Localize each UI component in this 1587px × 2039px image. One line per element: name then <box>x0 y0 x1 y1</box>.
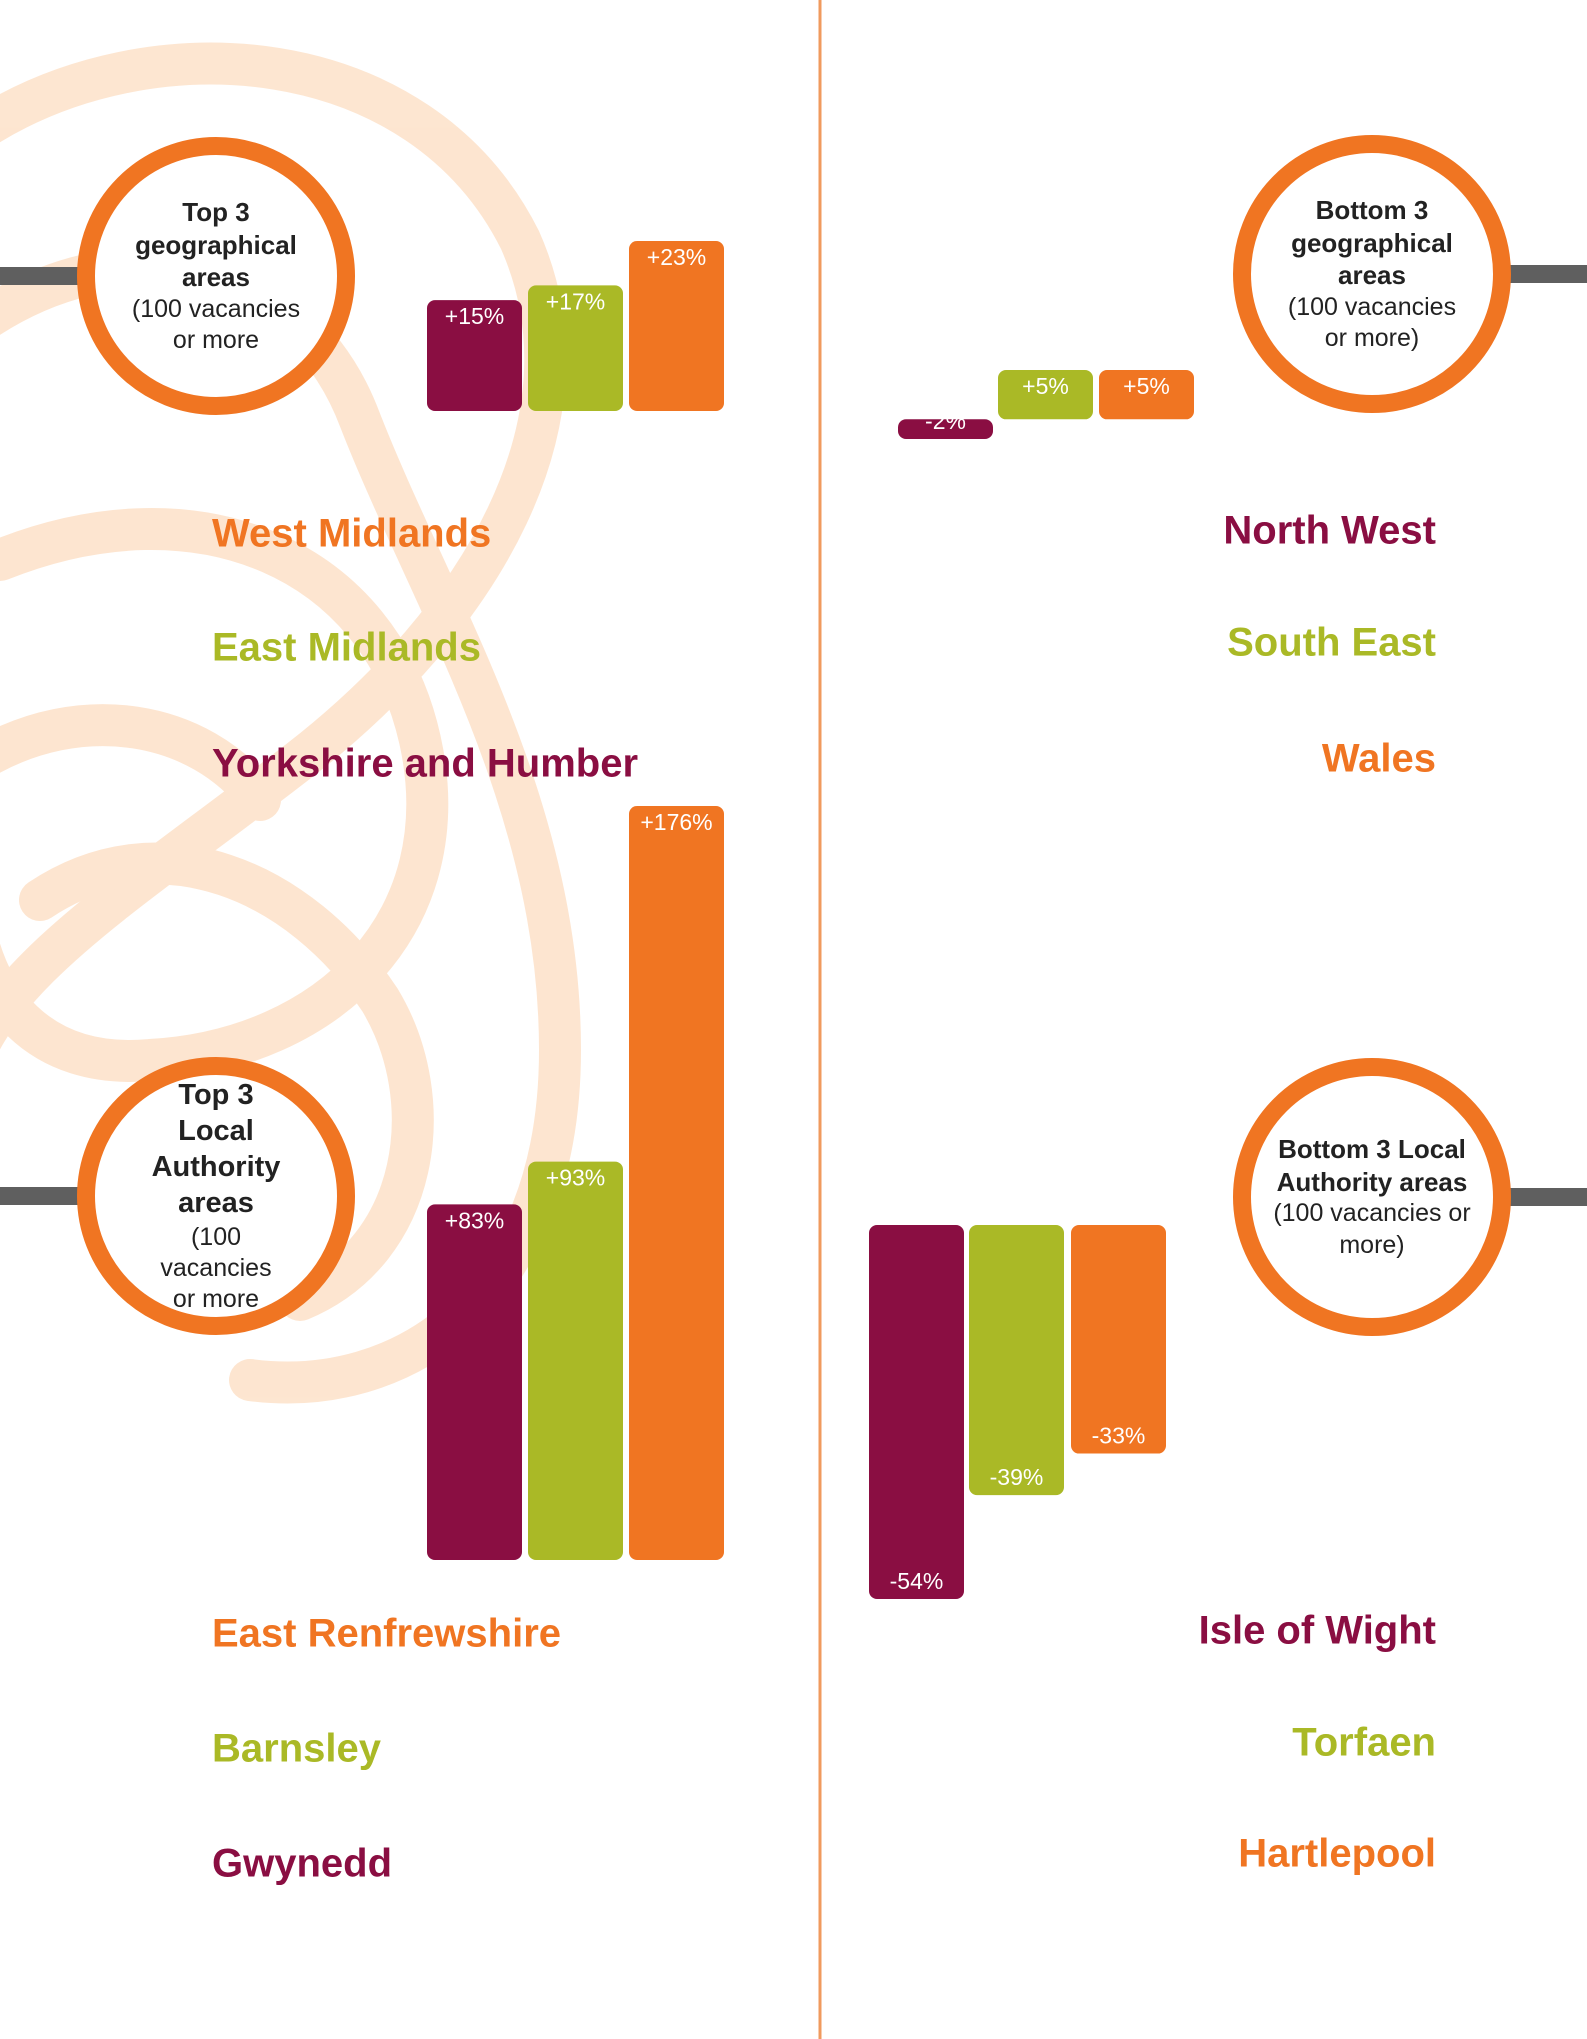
badge-text: Bottom 3 Local Authority areas(100 vacan… <box>1257 1067 1487 1327</box>
infographic: +23% West Midlands +17% East Midlands +15% Yo… <box>0 0 1587 2039</box>
value-label: -39% <box>990 1464 1044 1490</box>
bar <box>528 1162 623 1560</box>
bar <box>1071 1225 1166 1454</box>
bar <box>969 1225 1064 1495</box>
category-label: North West <box>1223 509 1436 553</box>
category-label: South East <box>1227 621 1436 665</box>
category-label: Wales <box>1322 737 1436 781</box>
badge-subtitle: (100 vacancies or more <box>126 294 306 357</box>
category-label: Torfaen <box>1292 1721 1436 1765</box>
bar <box>869 1225 964 1599</box>
connector <box>1502 265 1587 283</box>
value-label: +17% <box>546 288 605 314</box>
value-label: +176% <box>640 809 712 835</box>
badge-subtitle: (100 vacancies or more) <box>1257 1198 1487 1261</box>
category-label: Gwynedd <box>212 1842 392 1886</box>
value-label: -33% <box>1092 1423 1146 1449</box>
badge-text: Bottom 3 geographical areas(100 vacancie… <box>1282 144 1462 404</box>
value-label: +23% <box>647 244 706 270</box>
value-label: +15% <box>445 303 504 329</box>
category-label: Yorkshire and Humber <box>212 742 638 786</box>
value-label: +93% <box>546 1165 605 1191</box>
category-label: East Midlands <box>212 626 481 670</box>
category-label: East Renfrewshire <box>212 1612 561 1656</box>
category-label: Hartlepool <box>1238 1832 1436 1876</box>
badge-title: Top 3 Local Authority areas <box>146 1077 286 1222</box>
bar <box>427 1204 522 1560</box>
bar <box>629 806 724 1560</box>
badge-title: Bottom 3 geographical areas <box>1282 194 1462 292</box>
badge-title: Bottom 3 Local Authority areas <box>1257 1133 1487 1198</box>
category-label: Barnsley <box>212 1727 382 1771</box>
badge-subtitle: (100 vacancies or more) <box>1282 292 1462 355</box>
badge-text: Top 3 Local Authority areas(100 vacancie… <box>146 1066 286 1326</box>
connector <box>1502 1188 1587 1206</box>
category-label: West Midlands <box>212 512 491 556</box>
value-label: -2% <box>925 408 966 434</box>
value-label: +5% <box>1022 373 1069 399</box>
value-label: +83% <box>445 1207 504 1233</box>
badge-subtitle: (100 vacancies or more <box>146 1222 286 1316</box>
badge-title: Top 3 geographical areas <box>126 196 306 294</box>
connector <box>0 1187 86 1205</box>
value-label: -54% <box>890 1568 944 1594</box>
category-label: Isle of Wight <box>1199 1609 1436 1653</box>
connector <box>0 267 86 285</box>
badge-text: Top 3 geographical areas(100 vacancies o… <box>126 146 306 406</box>
value-label: +5% <box>1123 373 1170 399</box>
